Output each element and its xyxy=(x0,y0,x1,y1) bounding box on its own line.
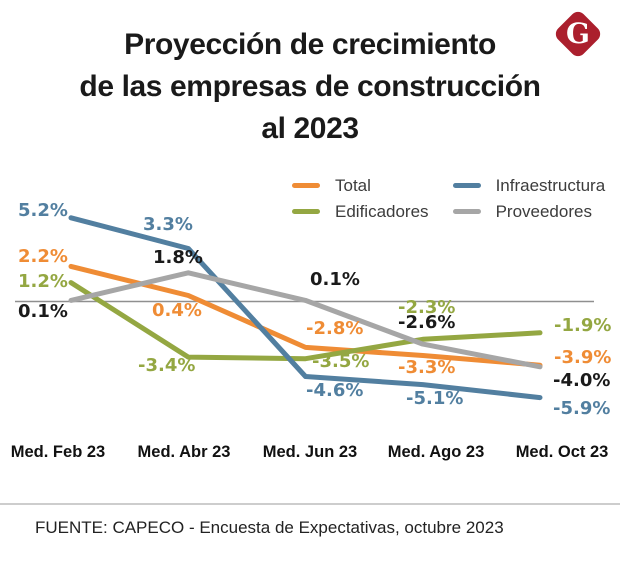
value-label: 3.3% xyxy=(143,214,193,235)
series-line-edificadores xyxy=(68,280,543,362)
value-label: -3.5% xyxy=(312,351,370,372)
series-line-infraestructura xyxy=(68,215,543,401)
value-label: -2.3% xyxy=(398,297,456,318)
page-title-line: de las empresas de construcción xyxy=(79,70,541,103)
value-label: 1.8% xyxy=(153,247,203,268)
legend-swatch-icon xyxy=(452,209,481,214)
legend-label: Infraestructura xyxy=(495,176,606,195)
value-label: 0.4% xyxy=(152,300,202,321)
page-title-line: Proyección de crecimiento xyxy=(124,28,496,61)
gestion-logo: G xyxy=(552,8,604,60)
series-line-total xyxy=(68,263,543,368)
source-text: FUENTE: CAPECO - Encuesta de Expectativa… xyxy=(35,518,504,537)
legend-item-proveedores: Proveedores xyxy=(452,202,606,221)
legend-item-total: Total xyxy=(292,176,429,195)
page-title: Proyección de crecimiento de las empresas… xyxy=(0,24,620,150)
value-label: -5.9% xyxy=(553,398,611,419)
value-label: -2.6% xyxy=(398,312,456,333)
legend-label: Total xyxy=(335,176,371,195)
page-title-line: al 2023 xyxy=(261,112,359,145)
value-label: -4.0% xyxy=(553,370,611,391)
logo-letter: G xyxy=(566,16,590,50)
legend-label: Edificadores xyxy=(335,202,429,221)
series-line-proveedores xyxy=(68,270,543,370)
x-axis-label: Med. Feb 23 xyxy=(10,443,106,461)
legend-item-edificadores: Edificadores xyxy=(292,202,429,221)
x-axis-label: Med. Jun 23 xyxy=(262,443,358,461)
chart-legend: Total Edificadores Infraestructura Proveedo… xyxy=(292,176,605,221)
value-label: 0.1% xyxy=(18,301,68,322)
value-label: -1.9% xyxy=(554,315,612,336)
value-label: -5.1% xyxy=(406,388,464,409)
value-label: 1.2% xyxy=(18,271,68,292)
value-label: 5.2% xyxy=(18,200,68,221)
value-label: -4.6% xyxy=(306,380,364,401)
value-label: 2.2% xyxy=(18,246,68,267)
x-axis-label: Med. Oct 23 xyxy=(515,443,609,461)
value-label: 0.1% xyxy=(310,269,360,290)
value-label: -3.9% xyxy=(554,347,612,368)
legend-swatch-icon xyxy=(452,183,481,188)
legend-item-infraestructura: Infraestructura xyxy=(452,176,606,195)
value-label: -3.4% xyxy=(138,355,196,376)
value-label: -3.3% xyxy=(398,357,456,378)
x-axis-label: Med. Ago 23 xyxy=(387,443,485,461)
x-axis-label: Med. Abr 23 xyxy=(137,443,231,461)
legend-label: Proveedores xyxy=(495,202,592,221)
footer-divider xyxy=(0,503,620,505)
legend-swatch-icon xyxy=(292,183,320,188)
value-label: -2.8% xyxy=(306,318,364,339)
legend-swatch-icon xyxy=(292,209,320,214)
